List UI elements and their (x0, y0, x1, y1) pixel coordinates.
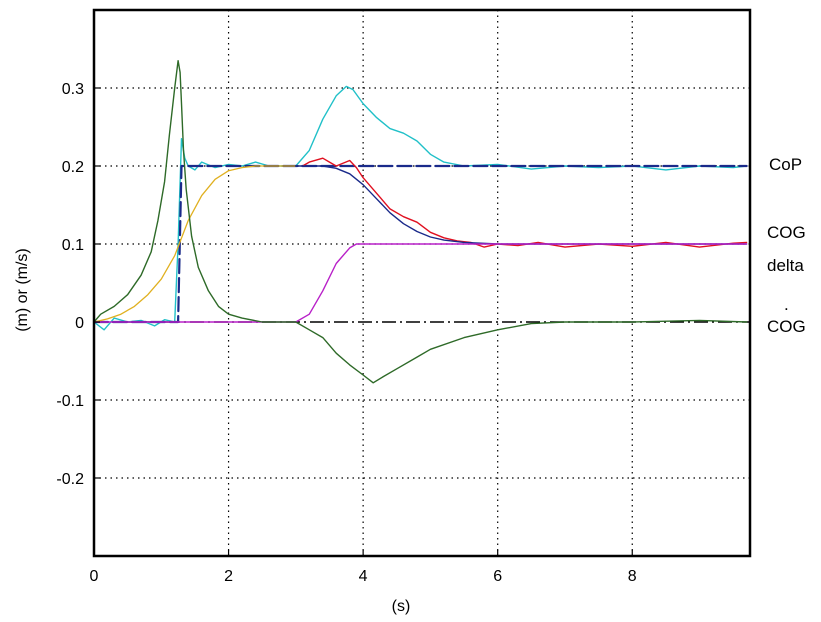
velocity-dot: . (784, 295, 789, 314)
x-tick-label: 0 (90, 568, 99, 585)
series-cop_measured (93, 85, 748, 331)
x-tick-label: 4 (359, 568, 368, 585)
series-cog_smooth (295, 165, 748, 245)
y-tick-label: 0.3 (62, 81, 84, 98)
y-tick-label: -0.1 (56, 393, 84, 410)
series-cog_measured (301, 157, 748, 248)
x-tick-label: 8 (628, 568, 637, 585)
x-tick-label: 6 (493, 568, 502, 585)
y-tick-label: -0.2 (56, 471, 84, 488)
series-cog_velocity (93, 60, 748, 384)
series-delta (93, 243, 748, 323)
y-axis-label: (m) or (m/s) (14, 248, 31, 332)
y-ticks: -0.2 -0.1 0 0.1 0.2 0.3 (56, 81, 100, 488)
cog-label: COG (767, 223, 806, 242)
cog-velocity-label: COG (767, 317, 806, 336)
series-layer (92, 60, 748, 384)
y-tick-label: 0.1 (62, 237, 84, 254)
grid (94, 10, 750, 556)
cop-label: CoP (769, 155, 802, 174)
y-tick-label: 0 (75, 315, 84, 332)
series-cog_estimate (93, 165, 297, 323)
x-tick-label: 2 (224, 568, 233, 585)
x-ticks: 0 2 4 6 8 (90, 550, 637, 585)
y-tick-label: 0.2 (62, 159, 84, 176)
x-axis-label: (s) (392, 598, 411, 615)
plot-frame (92, 8, 752, 558)
delta-label: delta (767, 256, 804, 275)
